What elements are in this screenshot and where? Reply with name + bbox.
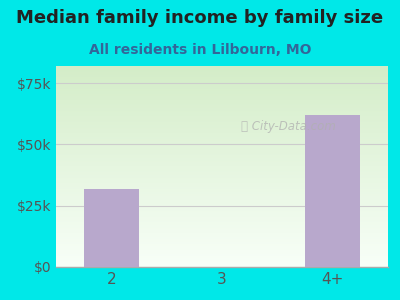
Text: ⓘ City-Data.com: ⓘ City-Data.com <box>241 120 336 133</box>
Bar <box>305 115 360 267</box>
Bar <box>84 189 139 267</box>
Text: All residents in Lilbourn, MO: All residents in Lilbourn, MO <box>89 44 311 58</box>
Text: Median family income by family size: Median family income by family size <box>16 9 384 27</box>
